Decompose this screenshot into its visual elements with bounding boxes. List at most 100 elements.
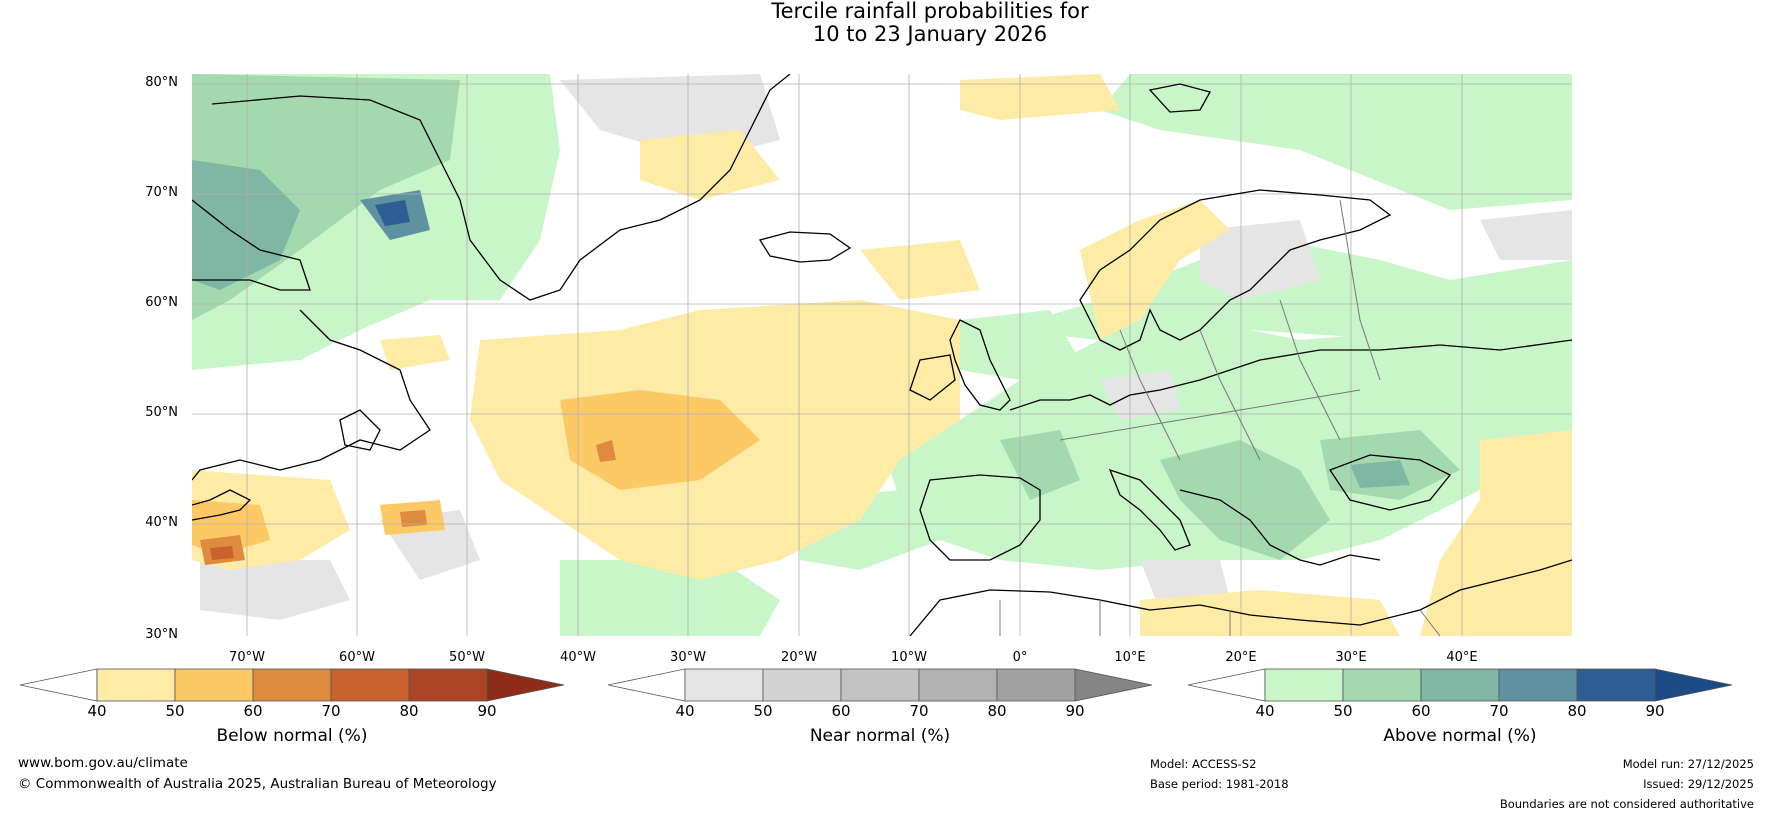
below-region-middle-east	[1420, 430, 1572, 636]
footer-disclaimer: Boundaries are not considered authoritat…	[1499, 797, 1754, 811]
footer-issued: Issued: 29/12/2025	[1643, 777, 1754, 791]
above-normal-regions	[192, 74, 1572, 636]
country-borders	[999, 199, 1441, 636]
cb-above-tick-70: 70	[1489, 702, 1509, 720]
border-europe-2	[1199, 329, 1261, 461]
cb-below-tick-50: 50	[165, 702, 185, 720]
cb-near-tick-70: 70	[909, 702, 929, 720]
cb-above-tick-40: 40	[1255, 702, 1275, 720]
above-region-balkans	[1160, 440, 1330, 560]
below-region-atlantic-mid	[560, 390, 760, 490]
below-region-north-africa	[1140, 590, 1400, 636]
colorbar-above-segment-40	[1264, 668, 1344, 702]
lat-label-80n: 80°N	[145, 75, 178, 90]
above-region-baffin-dark	[192, 160, 300, 290]
below-region-iceland-sea	[640, 130, 780, 200]
colorbar-near-over-arrow	[1074, 668, 1153, 702]
coast-us-east	[192, 489, 252, 521]
colorbar-below	[19, 668, 565, 702]
cb-below-tick-70: 70	[321, 702, 341, 720]
colorbar-above	[1187, 668, 1733, 702]
colorbar-above-over-arrow	[1654, 668, 1733, 702]
above-region-greenland-core	[375, 200, 410, 226]
lat-label-30n: 30°N	[145, 627, 178, 642]
coast-newfoundland	[339, 409, 381, 451]
coast-ireland	[909, 354, 956, 401]
colorbar-below-segment-80	[408, 668, 488, 702]
lon-label-40e: 40°E	[1446, 650, 1478, 665]
above-region-atlantic-south	[560, 560, 780, 636]
lat-label-60n: 60°N	[145, 295, 178, 310]
colorbar-above-segment-70	[1498, 668, 1578, 702]
coast-greenland	[211, 74, 791, 301]
footer-model-run: Model run: 27/12/2025	[1622, 757, 1754, 771]
colorbar-near-segment-80	[996, 668, 1076, 702]
border-europe-3	[1279, 299, 1341, 441]
lon-label-20w: 20°W	[781, 650, 817, 665]
border-europe-4	[1339, 199, 1381, 381]
colorbar-near-segment-70	[918, 668, 998, 702]
coast-iberia	[919, 474, 1041, 561]
colorbar-near-segment-60	[840, 668, 920, 702]
lon-label-10w: 10°W	[891, 650, 927, 665]
coast-scandinavia	[1079, 189, 1392, 351]
colorbar-below-under-arrow	[19, 668, 98, 702]
colorbar-near	[607, 668, 1153, 702]
below-region-labrador	[380, 335, 450, 370]
lat-label-70n: 70°N	[145, 185, 178, 200]
lon-label-40w: 40°W	[560, 650, 596, 665]
below-region-norway	[1080, 200, 1230, 340]
below-region-norwegian-sea	[960, 74, 1120, 120]
colorbar-below-segment-40	[96, 668, 176, 702]
below-region-iceland-south	[860, 240, 980, 300]
cb-above-tick-60: 60	[1411, 702, 1431, 720]
lon-label-50w: 50°W	[449, 650, 485, 665]
lon-label-70w: 70°W	[229, 650, 265, 665]
colorbar-below-over-arrow	[486, 668, 565, 702]
near-region-east	[1480, 210, 1572, 260]
colorbar-near-segment-40	[684, 668, 764, 702]
below-region-us-dark	[210, 546, 234, 560]
coast-europe	[1009, 339, 1572, 411]
cb-below-tick-90: 90	[477, 702, 497, 720]
footer-copyright: © Commonwealth of Australia 2025, Austra…	[18, 776, 497, 792]
above-region-black-sea-core	[1350, 460, 1410, 488]
footer-model: Model: ACCESS-S2	[1150, 757, 1257, 771]
cb-below-tick-60: 60	[243, 702, 263, 720]
lon-label-30e: 30°E	[1335, 650, 1367, 665]
colorbar-below-segment-60	[252, 668, 332, 702]
footer-url[interactable]: www.bom.gov.au/climate	[18, 755, 188, 771]
cb-below-tick-80: 80	[399, 702, 419, 720]
coast-labrador	[192, 309, 431, 481]
border-europe-1	[1119, 329, 1181, 461]
coast-baffin	[192, 199, 311, 291]
colorbar-near-under-arrow	[607, 668, 686, 702]
below-region-atlantic-core	[596, 440, 616, 462]
coast-black-sea	[1329, 454, 1452, 511]
colorbar-group	[19, 668, 1733, 702]
coast-africa	[909, 559, 1572, 636]
cb-below-label: Below normal (%)	[216, 726, 368, 746]
figure-title-line2: 10 to 23 January 2026	[812, 22, 1048, 46]
coastlines	[192, 74, 1572, 636]
colorbar-near-segment-50	[762, 668, 842, 702]
colorbar-above-segment-50	[1342, 668, 1422, 702]
coast-italy	[1108, 468, 1191, 551]
near-region-scandinavia	[1200, 220, 1320, 300]
colorbar-below-segment-50	[174, 668, 254, 702]
footer-base-period: Base period: 1981-2018	[1150, 777, 1289, 791]
cb-above-tick-80: 80	[1567, 702, 1587, 720]
cb-near-tick-50: 50	[753, 702, 773, 720]
lon-label-30w: 30°W	[670, 650, 706, 665]
cb-above-label: Above normal (%)	[1383, 726, 1537, 746]
coast-balkans	[1179, 489, 1381, 566]
graticule	[192, 74, 1572, 636]
below-normal-regions	[192, 74, 1572, 636]
lat-label-40n: 40°N	[145, 515, 178, 530]
near-region-west-atlantic	[200, 560, 350, 620]
colorbar-above-under-arrow	[1187, 668, 1266, 702]
colorbar-above-segment-60	[1420, 668, 1500, 702]
cb-near-tick-90: 90	[1065, 702, 1085, 720]
lon-label-0: 0°	[1012, 650, 1028, 665]
